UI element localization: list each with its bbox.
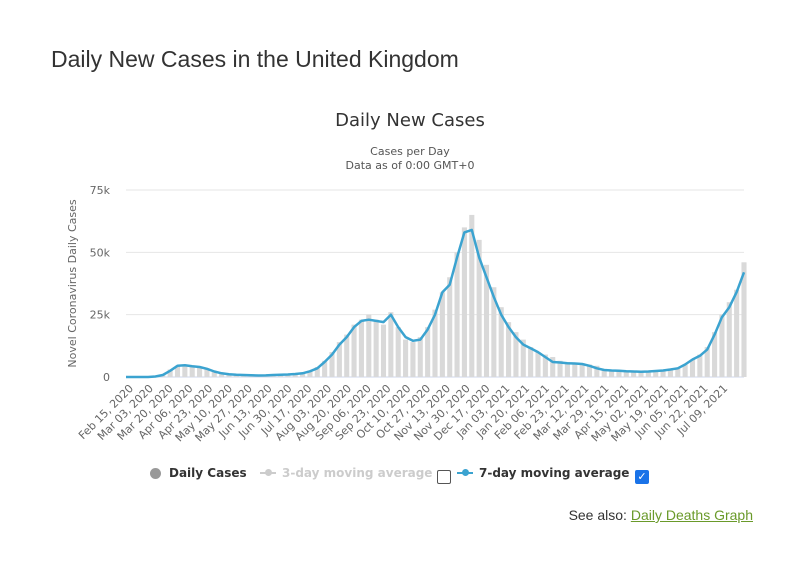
see-also-label: See also: bbox=[568, 507, 627, 523]
chart-title: Daily New Cases bbox=[335, 110, 485, 131]
daily-cases-bar bbox=[741, 262, 747, 377]
daily-cases-bar bbox=[719, 314, 725, 377]
daily-cases-bar bbox=[550, 357, 556, 377]
ma3-line-dot-icon bbox=[260, 469, 276, 476]
ma7-series-line bbox=[126, 228, 746, 379]
daily-cases-bar bbox=[285, 374, 291, 377]
daily-cases-bar bbox=[601, 369, 607, 377]
chart-legend: Daily Cases 3-day moving average 7-day m… bbox=[0, 460, 793, 484]
ma3-checkbox[interactable] bbox=[437, 470, 451, 484]
daily-cases-bar bbox=[373, 319, 379, 377]
daily-cases-bar bbox=[425, 327, 431, 377]
daily-cases-bar bbox=[189, 366, 195, 377]
daily-cases-bar bbox=[476, 239, 482, 377]
daily-cases-bar bbox=[594, 365, 600, 377]
chart-subtitle: Cases per Day bbox=[370, 145, 450, 158]
y-tick-label: 50k bbox=[90, 246, 111, 259]
chart-container: 0 25k 50k 75k Novel Coronavirus Daily Cases F… bbox=[60, 100, 760, 500]
daily-cases-bar bbox=[506, 322, 512, 377]
daily-cases-bar bbox=[726, 302, 732, 377]
daily-deaths-graph-link[interactable]: Daily Deaths Graph bbox=[630, 507, 753, 523]
ma7-line-dot-icon bbox=[457, 469, 473, 476]
daily-cases-bar bbox=[322, 360, 328, 377]
daily-cases-bar bbox=[329, 352, 335, 377]
daily-cases-bar bbox=[660, 370, 666, 377]
daily-cases-bar bbox=[197, 367, 203, 377]
daily-cases-bar bbox=[300, 373, 306, 377]
daily-cases-bar bbox=[631, 371, 637, 377]
daily-cases-bar bbox=[314, 367, 320, 377]
daily-cases-bar bbox=[432, 309, 438, 377]
daily-cases-bar bbox=[520, 339, 526, 377]
daily-cases-bar bbox=[675, 368, 681, 377]
daily-cases-bar bbox=[351, 324, 357, 377]
daily-cases-bar bbox=[483, 264, 490, 377]
daily-cases-bar bbox=[535, 352, 541, 377]
daily-cases-bar bbox=[336, 342, 342, 377]
daily-cases-bar bbox=[564, 362, 570, 377]
daily-cases-bar bbox=[697, 354, 703, 377]
legend-ma7[interactable]: 7-day moving average bbox=[457, 466, 629, 480]
daily-cases-bar bbox=[461, 227, 467, 377]
legend-daily-cases[interactable]: Daily Cases bbox=[150, 466, 247, 480]
daily-cases-bar bbox=[638, 372, 644, 377]
daily-cases-bar bbox=[366, 314, 372, 377]
daily-cases-bar bbox=[682, 364, 688, 377]
daily-cases-bar bbox=[344, 334, 350, 377]
daily-cases-bar bbox=[616, 370, 622, 377]
daily-cases-bar bbox=[292, 374, 298, 377]
daily-cases-bar bbox=[358, 319, 364, 377]
daily-cases-bar bbox=[645, 371, 651, 377]
y-axis-label: Novel Coronavirus Daily Cases bbox=[66, 199, 79, 367]
daily-cases-bar bbox=[410, 342, 416, 377]
daily-cases-bar bbox=[528, 347, 534, 377]
y-tick-label: 25k bbox=[90, 309, 111, 322]
see-also: See also: Daily Deaths Graph bbox=[569, 507, 753, 523]
ma7-checkbox[interactable]: ✓ bbox=[635, 470, 649, 484]
daily-cases-bar bbox=[712, 332, 718, 377]
daily-cases-bar bbox=[226, 374, 232, 377]
daily-cases-bar bbox=[667, 369, 673, 377]
daily-cases-bar bbox=[579, 363, 585, 377]
y-tick-label: 0 bbox=[103, 371, 110, 384]
daily-cases-dot-icon bbox=[150, 467, 161, 479]
y-tick-label: 75k bbox=[90, 184, 111, 197]
daily-cases-bar bbox=[704, 347, 710, 377]
daily-cases-bar bbox=[211, 372, 217, 377]
daily-cases-bar bbox=[498, 307, 504, 377]
daily-cases-bar bbox=[454, 252, 460, 377]
daily-cases-bar bbox=[219, 373, 225, 377]
daily-cases-bar bbox=[395, 327, 401, 377]
chart-data-date: Data as of 0:00 GMT+0 bbox=[345, 159, 475, 172]
daily-cases-bar bbox=[167, 369, 173, 377]
daily-cases-bar bbox=[447, 277, 453, 377]
daily-cases-bar bbox=[403, 339, 409, 377]
daily-cases-bar bbox=[380, 324, 387, 377]
daily-cases-bar bbox=[439, 292, 445, 377]
legend-daily-cases-label: Daily Cases bbox=[169, 466, 247, 480]
daily-cases-bar bbox=[417, 337, 423, 377]
legend-ma3[interactable]: 3-day moving average bbox=[260, 466, 432, 480]
legend-ma3-label: 3-day moving average bbox=[282, 466, 433, 480]
daily-cases-bar bbox=[689, 359, 696, 377]
daily-cases-bar bbox=[469, 214, 475, 377]
daily-cases-bar bbox=[513, 332, 519, 377]
daily-cases-bar bbox=[491, 287, 497, 377]
daily-cases-bar bbox=[623, 371, 629, 377]
daily-cases-bar bbox=[174, 365, 181, 377]
daily-cases-bar bbox=[307, 370, 313, 377]
daily-cases-bar bbox=[653, 370, 659, 377]
daily-cases-bar bbox=[572, 363, 578, 377]
daily-cases-bar bbox=[586, 364, 593, 377]
daily-cases-bar bbox=[557, 360, 563, 377]
daily-cases-bar bbox=[204, 369, 210, 377]
legend-ma7-label: 7-day moving average bbox=[479, 466, 630, 480]
page-title: Daily New Cases in the United Kingdom bbox=[51, 46, 459, 72]
daily-cases-bar bbox=[388, 312, 394, 377]
daily-cases-bar bbox=[182, 365, 188, 377]
daily-cases-bar bbox=[542, 354, 548, 377]
daily-cases-bar bbox=[609, 370, 615, 377]
daily-cases-bar bbox=[734, 289, 740, 377]
